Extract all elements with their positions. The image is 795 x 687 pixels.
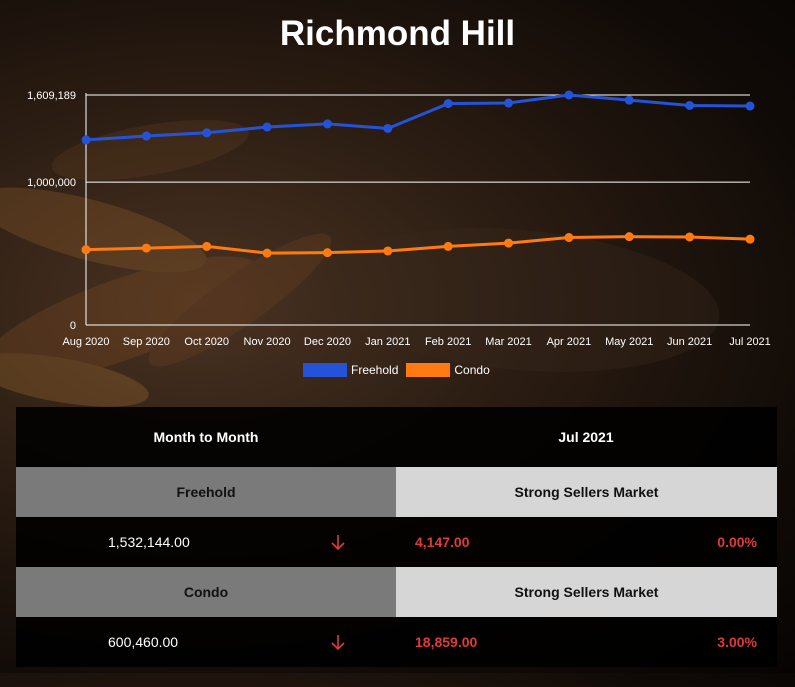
chart-grid <box>85 93 750 326</box>
freehold-change: 4,147.00 <box>415 534 470 550</box>
data-point-freehold <box>504 98 514 108</box>
freehold-type-row: Freehold Strong Sellers Market <box>16 467 777 517</box>
y-axis-ticks: 0 1,000,000 1,609,189 <box>27 90 76 332</box>
legend-item-freehold[interactable]: Freehold <box>303 363 398 377</box>
condo-label: Condo <box>16 567 396 617</box>
condo-market-status: Strong Sellers Market <box>396 567 777 617</box>
data-point-condo <box>685 232 695 242</box>
x-tick-label: Feb 2021 <box>425 336 471 348</box>
x-tick-label: Apr 2021 <box>547 336 592 348</box>
line-chart: 0 1,000,000 1,609,189 Aug 2020 Sep 2020 Oct … <box>27 90 770 348</box>
x-tick-label: Oct 2020 <box>184 336 229 348</box>
condo-values-row: 600,460.00 18,859.00 3.00% <box>16 617 777 667</box>
legend-label-freehold: Freehold <box>351 363 399 377</box>
data-point-freehold <box>322 119 332 129</box>
legend-swatch-freehold <box>303 363 347 377</box>
freehold-market-status: Strong Sellers Market <box>396 467 777 517</box>
down-arrow-icon <box>330 517 350 567</box>
legend-item-condo[interactable]: Condo <box>406 363 490 377</box>
x-tick-label: Jun 2021 <box>667 336 712 348</box>
x-tick-label: May 2021 <box>605 336 653 348</box>
data-point-condo <box>262 248 272 258</box>
freehold-values-row: 1,532,144.00 4,147.00 0.00% <box>16 517 777 567</box>
series-line-freehold <box>85 93 751 142</box>
x-tick-label: Jan 2021 <box>365 336 410 348</box>
freehold-price: 1,532,144.00 <box>108 534 190 550</box>
down-arrow-icon <box>330 617 350 667</box>
data-point-condo <box>202 241 212 251</box>
data-point-condo <box>564 233 574 243</box>
x-tick-label: Dec 2020 <box>304 336 351 348</box>
legend-label-condo: Condo <box>454 363 490 377</box>
x-tick-label: Sep 2020 <box>123 336 170 348</box>
data-point-condo <box>443 241 453 251</box>
header-month-to-month: Month to Month <box>153 429 259 445</box>
data-point-condo <box>322 248 332 258</box>
y-tick-label: 1,609,189 <box>27 90 76 102</box>
stats-header-row: Month to Month Jul 2021 <box>16 407 777 467</box>
x-tick-label: Aug 2020 <box>62 336 109 348</box>
legend-swatch-condo <box>406 363 451 377</box>
data-point-condo <box>624 232 634 242</box>
data-point-freehold <box>443 99 453 109</box>
data-point-condo <box>141 243 151 253</box>
x-tick-label: Mar 2021 <box>485 336 531 348</box>
data-point-condo <box>504 238 514 248</box>
y-tick-label: 1,000,000 <box>27 177 76 189</box>
data-point-condo <box>745 234 755 244</box>
data-point-freehold <box>202 128 212 138</box>
data-point-freehold <box>262 122 272 132</box>
y-tick-label: 0 <box>70 320 76 332</box>
page-title: Richmond Hill <box>279 14 516 53</box>
data-point-freehold <box>383 123 393 133</box>
data-point-condo <box>383 246 393 256</box>
data-point-freehold <box>81 135 91 145</box>
data-point-freehold <box>624 95 634 105</box>
chart-legend: Freehold Condo <box>303 363 498 377</box>
stats-table: Month to Month Jul 2021 Freehold Strong … <box>16 407 777 667</box>
condo-percent: 3.00% <box>717 634 757 650</box>
x-tick-label: Nov 2020 <box>244 336 291 348</box>
series-line-condo <box>85 235 751 255</box>
condo-price: 600,460.00 <box>108 634 179 650</box>
header-period: Jul 2021 <box>558 429 614 445</box>
x-axis-ticks: Aug 2020 Sep 2020 Oct 2020 Nov 2020 Dec 2020… <box>62 336 770 348</box>
condo-type-row: Condo Strong Sellers Market <box>16 567 777 617</box>
freehold-percent: 0.00% <box>717 534 757 550</box>
condo-change: 18,859.00 <box>415 634 478 650</box>
x-tick-label: Jul 2021 <box>729 336 771 348</box>
data-point-freehold <box>685 100 695 110</box>
data-point-freehold <box>141 131 151 141</box>
data-point-freehold <box>745 101 755 111</box>
data-point-freehold <box>564 90 574 100</box>
data-point-condo <box>81 245 91 255</box>
chart-series <box>81 90 755 258</box>
freehold-label: Freehold <box>16 467 396 517</box>
